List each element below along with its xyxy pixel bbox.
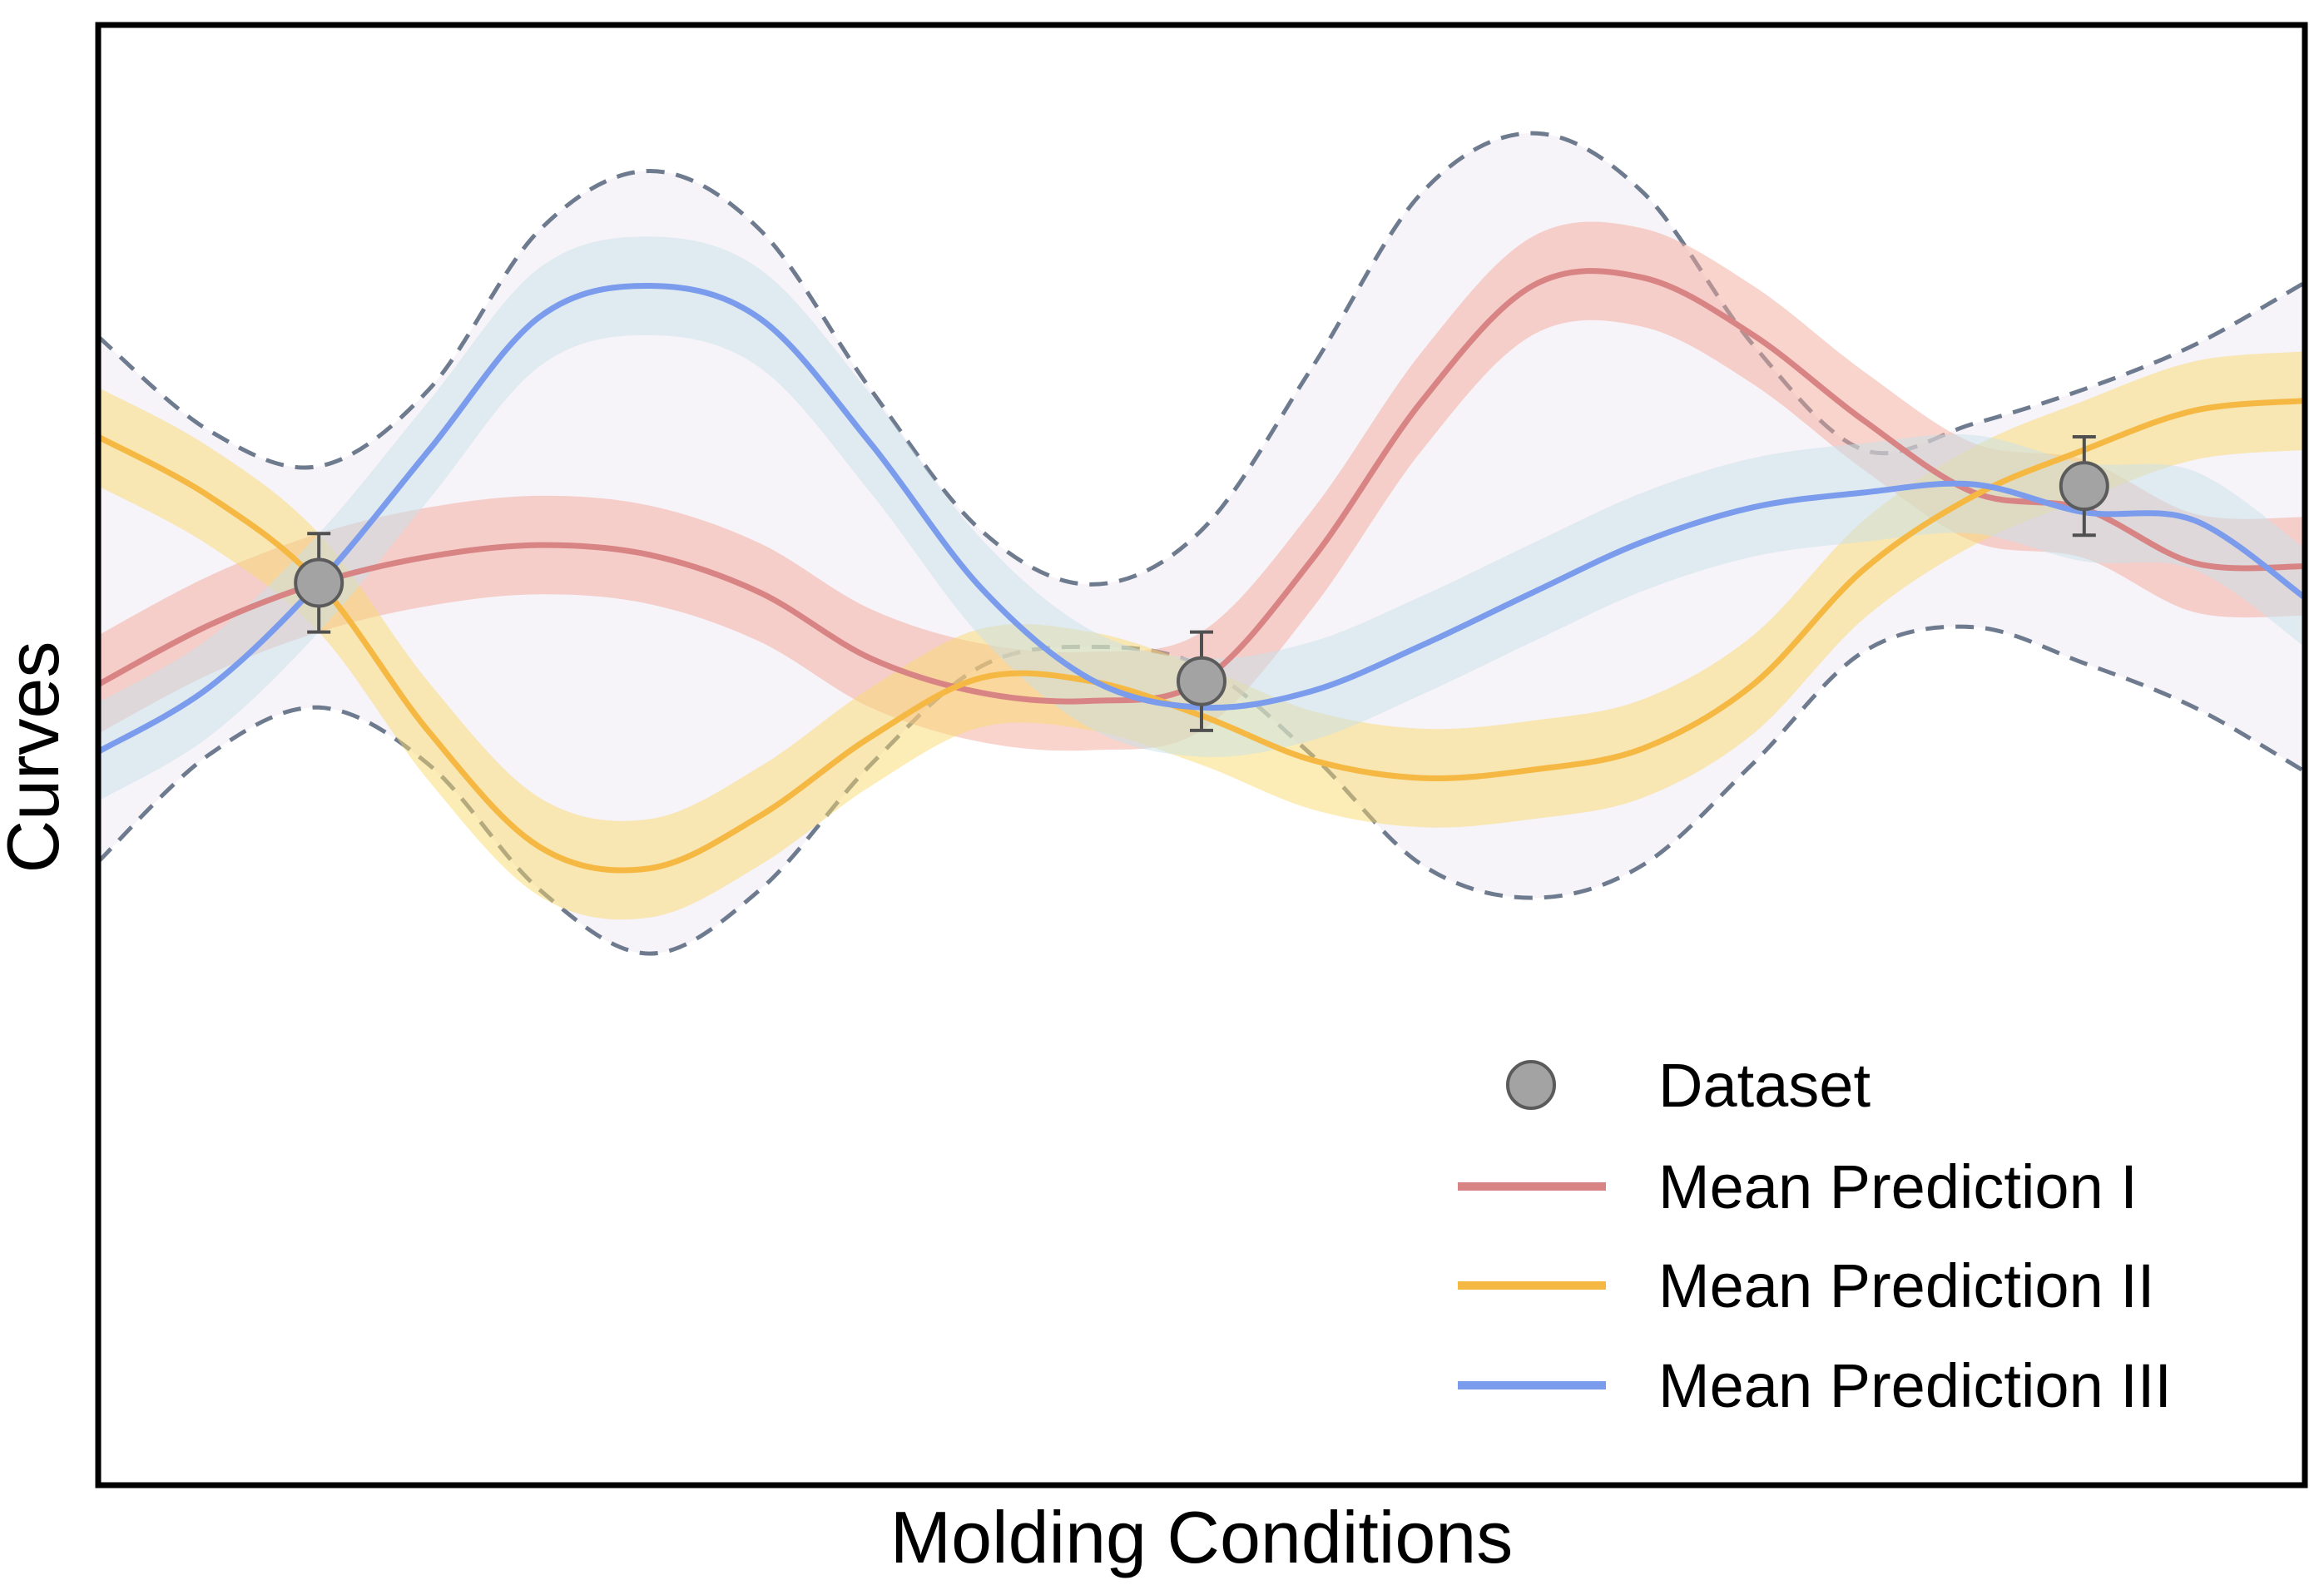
dataset-marker [294,557,344,608]
dataset-marker [1177,656,1226,706]
y-axis-label: Curves [0,641,74,874]
mean-prediction-ii-band [98,351,2305,920]
dataset-marker [2059,461,2109,512]
dataset-point [1177,630,1226,732]
legend: Dataset Mean Prediction I Mean Predictio… [1458,1051,2172,1420]
envelope-upper-bound [98,131,2305,587]
legend-mean-prediction-iii-label: Mean Prediction III [1658,1351,2172,1420]
dataset-points [294,434,2109,732]
legend-dataset-label: Dataset [1658,1051,1871,1120]
plot-area [98,131,2305,956]
dataset-point [2059,434,2109,537]
mean-prediction-i-line [98,268,2305,705]
dataset-point [294,532,344,634]
x-axis-label: Molding Conditions [890,1496,1513,1578]
plot-frame [95,22,2308,1489]
mean-prediction-iii-line [98,282,2305,755]
legend-dataset-marker [1506,1060,1556,1110]
legend-mean-prediction-i-label: Mean Prediction I [1658,1152,2138,1221]
mean-lines [98,268,2305,874]
legend-mean-prediction-ii-label: Mean Prediction II [1658,1251,2154,1320]
mean-prediction-i-band [98,221,2305,751]
envelope-fill [98,133,2305,954]
